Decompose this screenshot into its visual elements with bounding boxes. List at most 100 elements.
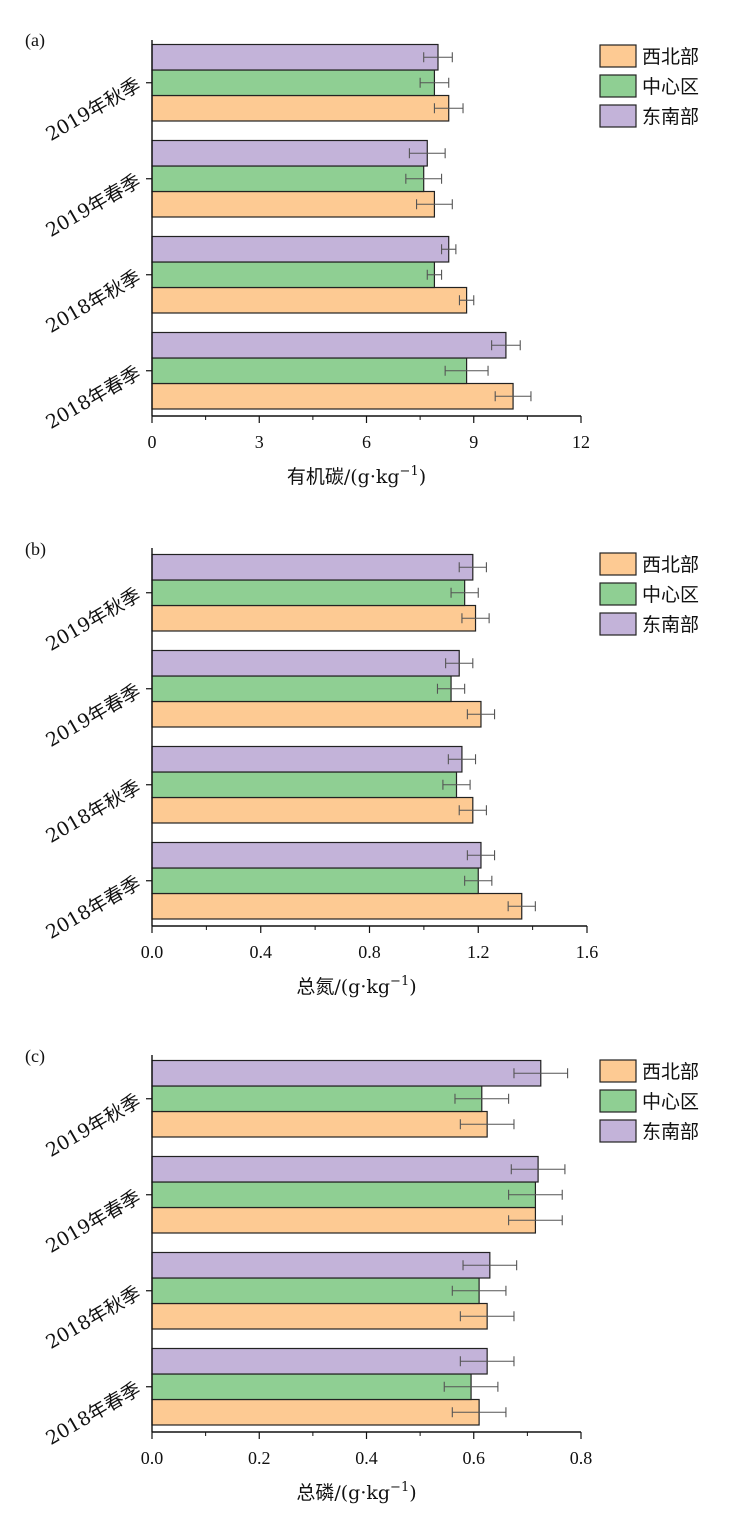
bar [151,1398,480,1426]
legend-label: 中心区 [642,1091,699,1113]
x-tick-label: 6 [362,432,371,452]
bar [151,700,482,728]
bar [151,69,436,97]
error-bar [423,52,453,63]
x-axis-title: 总氮/(g·kg−1) [296,974,416,998]
error-bar [461,613,490,624]
bar [151,579,466,607]
legend-swatch [599,104,637,128]
bar [151,331,507,359]
category-label: 2018年春季 [42,1378,144,1450]
error-bar [508,1189,563,1200]
error-bar [415,199,453,210]
error-bar [459,1356,515,1367]
error-bar [426,269,443,280]
category-label: 2018年秋季 [42,266,144,338]
legend-swatch [599,612,637,636]
bar [151,1085,483,1113]
x-axis-title: 总磷/(g·kg−1) [296,1480,416,1504]
bar [151,771,458,799]
bar [151,553,474,581]
bar [151,675,452,703]
error-bar [458,805,487,816]
legend-label: 东南部 [642,106,699,128]
bar [151,1059,542,1087]
x-axis-title: 有机碳/(g·kg−1) [287,464,426,488]
legend-label: 西北部 [642,46,699,68]
legend-swatch [599,44,637,68]
x-tick-label: 1.2 [467,942,490,962]
category-label: 2019年秋季 [42,584,144,656]
x-tick-label: 0.6 [463,1448,486,1468]
legend-swatch [599,1059,637,1083]
error-bar [450,587,479,598]
error-bar [441,244,457,255]
bar [151,261,436,289]
error-bar [466,850,496,861]
bar [151,1347,488,1375]
bar [151,1206,537,1234]
bar [151,745,463,773]
legend-label: 西北部 [642,554,699,576]
error-bar [466,709,496,720]
bar [151,867,479,895]
chart-panel-1: (b) 2018年春季 2018年秋季 2019年春季 2019年秋季 0.0 0.4 0.8… [25,539,699,998]
error-bar [508,1215,563,1226]
legend-label: 西北部 [642,1061,699,1083]
category-label: 2019年秋季 [42,74,144,146]
bar [151,1110,488,1138]
chart-panel-2: (c) 2018年春季 2018年秋季 2019年春季 2019年秋季 0.0 0.2 0.4… [25,1046,699,1504]
bar [151,235,450,263]
error-bar [443,1381,499,1392]
error-bar [444,365,489,376]
panel-label: (a) [25,30,45,51]
legend-label: 东南部 [642,614,699,636]
x-tick-label: 0.4 [355,1448,378,1468]
error-bar [447,754,477,765]
x-tick-label: 12 [572,432,590,452]
error-bar [451,1285,507,1296]
bar [151,94,450,122]
bar [151,165,425,193]
error-bar [513,1068,569,1079]
error-bar [442,779,471,790]
chart-panel-0: (a) 2018年春季 2018年秋季 2019年春季 2019年秋季 0 3 6 9 12 有机碳… [25,30,699,488]
x-tick-label: 0.8 [570,1448,593,1468]
error-bar [454,1093,510,1104]
panel-label: (b) [25,539,46,560]
x-tick-label: 0.8 [358,942,381,962]
panel-label: (c) [25,1046,45,1067]
legend-swatch [599,1119,637,1143]
bar [151,190,436,218]
category-label: 2019年秋季 [42,1090,144,1162]
legend-swatch [599,1089,637,1113]
error-bar [458,295,475,306]
bar [151,796,474,824]
error-bar [494,391,532,402]
bar [151,1155,539,1183]
category-label: 2018年秋季 [42,776,144,848]
bar [151,649,460,677]
error-bar [464,875,493,886]
category-label: 2019年春季 [42,170,144,242]
bar [151,286,468,314]
bar [151,1302,488,1330]
error-bar [462,1260,518,1271]
bar [151,1373,472,1401]
legend-swatch [599,74,637,98]
error-bar [419,77,450,88]
error-bar [507,901,536,912]
error-bar [405,173,443,184]
category-label: 2018年秋季 [42,1282,144,1354]
error-bar [451,1407,507,1418]
error-bar [510,1164,566,1175]
bar [151,841,482,869]
category-label: 2019年春季 [42,680,144,752]
error-bar [433,103,464,114]
x-tick-label: 9 [469,432,478,452]
error-bar [491,340,521,351]
